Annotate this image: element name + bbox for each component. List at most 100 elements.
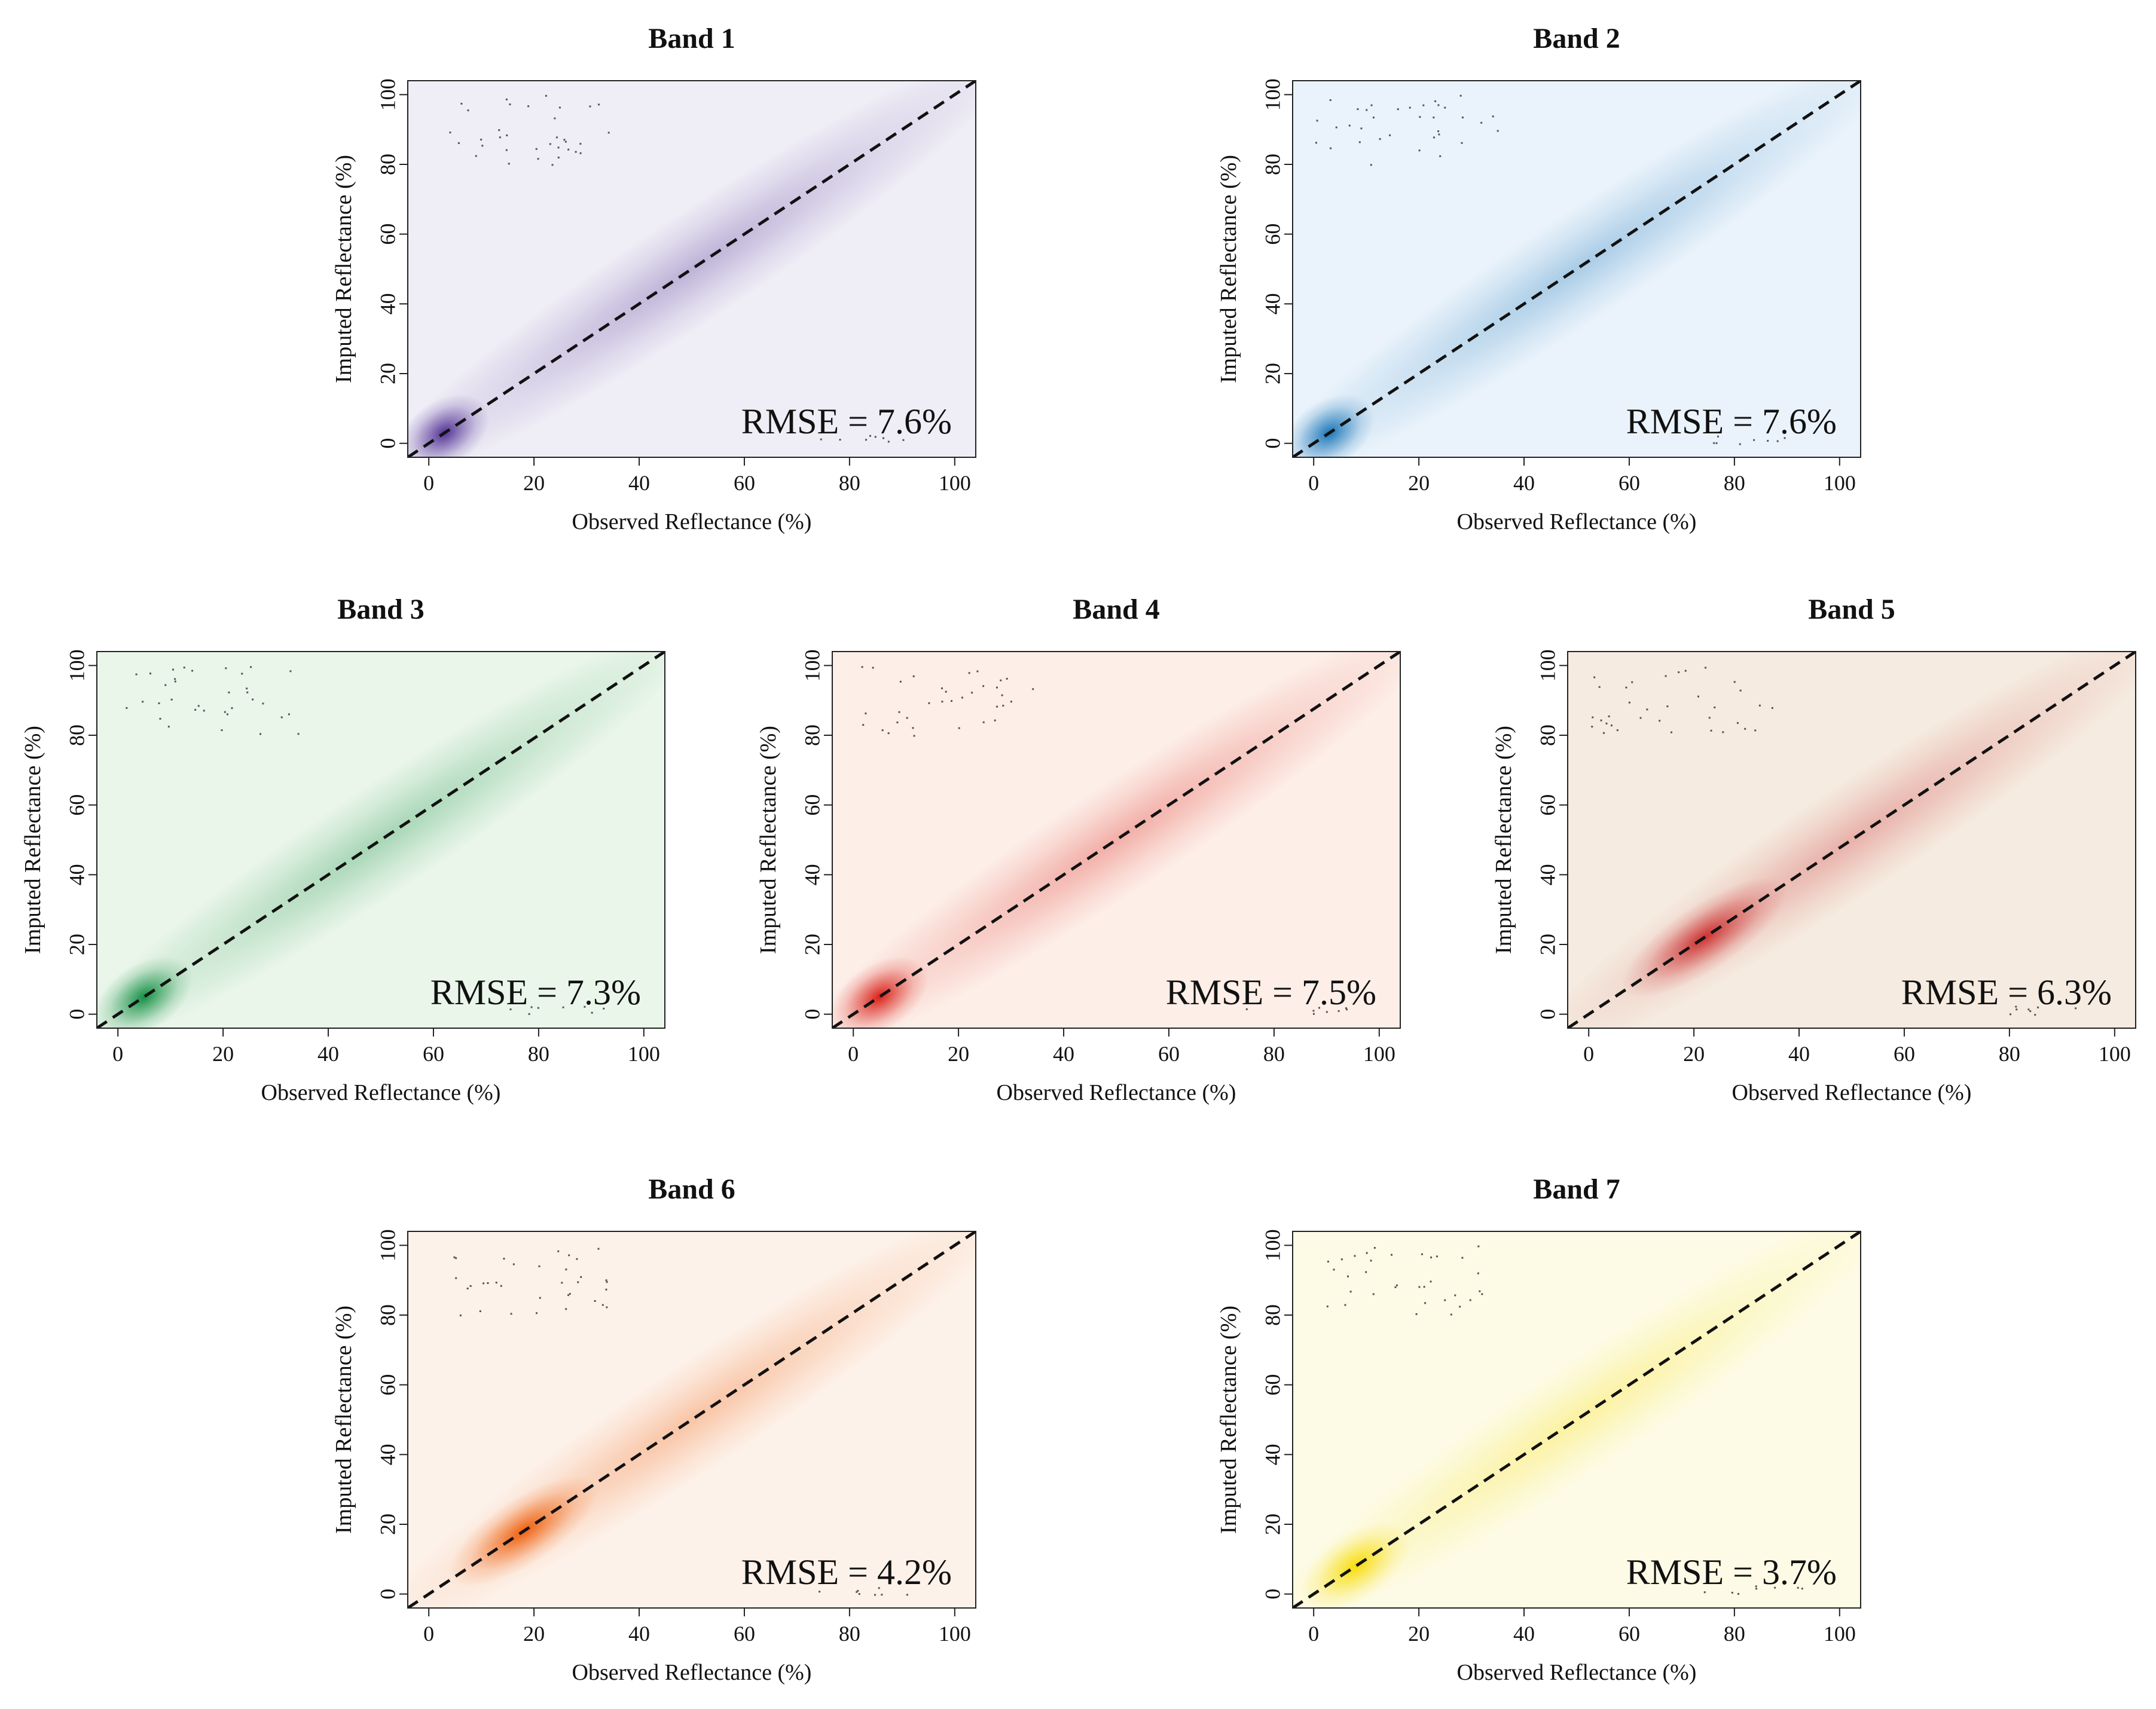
outlier-point bbox=[563, 139, 566, 141]
outlier-point bbox=[2015, 1008, 2018, 1011]
outlier-point bbox=[1722, 731, 1724, 733]
panel-title: Band 6 bbox=[648, 1173, 735, 1205]
y-axis-label: Imputed Reflectance (%) bbox=[331, 155, 356, 383]
outlier-point bbox=[1605, 722, 1608, 724]
plot-frame bbox=[832, 651, 1401, 1029]
outlier-point bbox=[1598, 686, 1601, 688]
x-tick-label: 100 bbox=[1363, 1042, 1395, 1066]
outlier-point bbox=[551, 164, 554, 166]
outlier-point bbox=[1492, 115, 1494, 118]
outlier-point bbox=[226, 713, 228, 716]
outlier-point bbox=[567, 1294, 570, 1297]
outlier-point bbox=[482, 1282, 485, 1285]
outlier-points bbox=[453, 1248, 908, 1596]
outlier-point bbox=[203, 710, 205, 712]
y-tick-label: 60 bbox=[1260, 224, 1284, 245]
y-axis-label: Imputed Reflectance (%) bbox=[1216, 155, 1241, 383]
outlier-point bbox=[1370, 1259, 1372, 1262]
outlier-point bbox=[1469, 1299, 1471, 1301]
outlier-point bbox=[1348, 124, 1351, 127]
outlier-point bbox=[1600, 719, 1602, 721]
outlier-point bbox=[913, 735, 915, 737]
outlier-point bbox=[1340, 1258, 1343, 1261]
outlier-point bbox=[1424, 1302, 1427, 1304]
outlier-point bbox=[1801, 1588, 1803, 1590]
outlier-point bbox=[869, 435, 871, 437]
x-tick-label: 20 bbox=[1683, 1042, 1705, 1066]
outlier-point bbox=[149, 672, 151, 675]
outlier-point bbox=[1477, 1245, 1480, 1248]
outlier-point bbox=[839, 439, 841, 441]
outlier-point bbox=[598, 103, 600, 106]
x-tick-label: 100 bbox=[939, 1622, 971, 1646]
outlier-point bbox=[995, 686, 998, 689]
outlier-point bbox=[1434, 100, 1437, 102]
outlier-point bbox=[1739, 689, 1742, 692]
outlier-point bbox=[971, 692, 973, 694]
plot-frame bbox=[1292, 1231, 1861, 1609]
outlier-point bbox=[1372, 117, 1375, 119]
outlier-point bbox=[1409, 106, 1411, 109]
outlier-point bbox=[1753, 439, 1755, 441]
x-tick-label: 80 bbox=[1263, 1042, 1285, 1066]
outlier-point bbox=[2029, 1010, 2032, 1013]
outlier-point bbox=[1671, 731, 1673, 733]
panel-band-6: 0 20 40 60 80 100 0 20 40 60 80 100 Band 6 Observed R… bbox=[331, 1173, 976, 1685]
outlier-point bbox=[1344, 1304, 1346, 1306]
outlier-point bbox=[902, 439, 905, 441]
outlier-point bbox=[1347, 1275, 1349, 1277]
panel-band-1: 0 20 40 60 80 100 0 20 40 60 80 100 Band 1 Observed R… bbox=[331, 23, 976, 534]
outlier-point bbox=[820, 438, 822, 441]
outlier-point bbox=[487, 1282, 489, 1285]
outlier-point bbox=[1461, 142, 1463, 144]
outlier-point bbox=[530, 1006, 533, 1008]
outlier-points bbox=[1315, 94, 1786, 445]
outlier-point bbox=[1708, 717, 1711, 719]
outlier-point bbox=[874, 1594, 877, 1596]
density-hotspot bbox=[832, 956, 929, 1028]
outlier-point bbox=[982, 721, 985, 723]
outlier-point bbox=[2075, 1007, 2077, 1010]
x-tick-label: 40 bbox=[1513, 471, 1535, 495]
outlier-point bbox=[1327, 1261, 1329, 1263]
y-tick-label: 0 bbox=[1260, 1589, 1284, 1600]
outlier-point bbox=[527, 105, 530, 108]
outlier-point bbox=[554, 117, 556, 120]
y-tick-label: 40 bbox=[1260, 293, 1284, 314]
x-axis-label: Observed Reflectance (%) bbox=[997, 1080, 1236, 1105]
outlier-point bbox=[1733, 681, 1736, 683]
outlier-point bbox=[1001, 694, 1003, 696]
outlier-point bbox=[1316, 120, 1318, 122]
outlier-point bbox=[1418, 1286, 1421, 1288]
y-axis-label: Imputed Reflectance (%) bbox=[756, 726, 781, 954]
outlier-point bbox=[584, 1005, 586, 1008]
outlier-point bbox=[246, 691, 249, 693]
y-tick-label: 100 bbox=[1260, 1229, 1284, 1261]
outlier-point bbox=[297, 733, 300, 735]
outlier-point bbox=[1776, 440, 1779, 442]
x-tick-label: 40 bbox=[1053, 1042, 1074, 1066]
x-axis-label: Observed Reflectance (%) bbox=[572, 1660, 812, 1685]
outlier-point bbox=[1717, 435, 1720, 438]
outlier-point bbox=[1480, 121, 1483, 124]
x-tick-label: 40 bbox=[1513, 1622, 1535, 1646]
outlier-point bbox=[1373, 1247, 1376, 1249]
outlier-point bbox=[881, 1594, 883, 1596]
x-tick-label: 80 bbox=[839, 471, 860, 495]
outlier-point bbox=[1438, 133, 1440, 136]
panel-title: Band 2 bbox=[1533, 23, 1620, 54]
x-tick-label: 100 bbox=[628, 1042, 660, 1066]
outlier-point bbox=[579, 152, 582, 154]
outlier-point bbox=[126, 707, 128, 709]
outlier-point bbox=[882, 437, 885, 439]
outlier-point bbox=[1715, 442, 1718, 444]
outlier-point bbox=[246, 687, 248, 690]
outlier-point bbox=[1366, 1252, 1368, 1254]
x-tick-label: 0 bbox=[848, 1042, 859, 1066]
outlier-point bbox=[1444, 106, 1446, 109]
outlier-point bbox=[1659, 720, 1661, 722]
y-tick-label: 40 bbox=[65, 864, 88, 885]
outlier-point bbox=[457, 142, 460, 144]
outlier-point bbox=[1315, 142, 1317, 144]
outlier-point bbox=[976, 670, 979, 672]
